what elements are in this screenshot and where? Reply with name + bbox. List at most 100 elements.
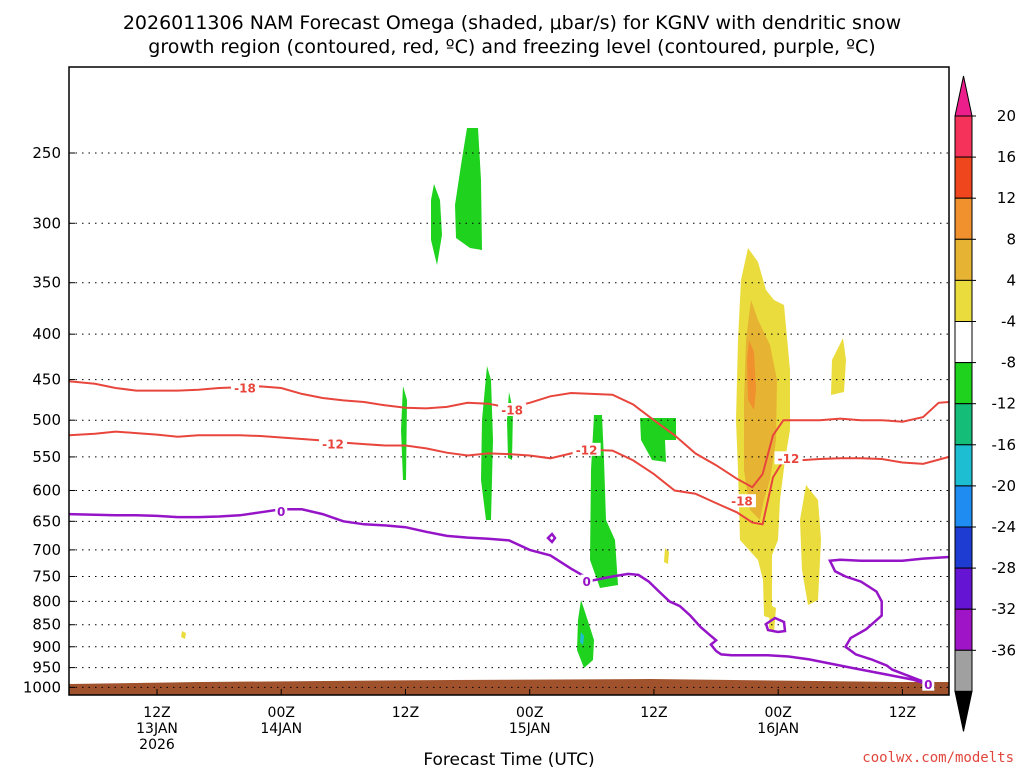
omega-area-orange <box>747 340 756 410</box>
colorbar-swatch <box>954 321 973 364</box>
colorbar-label: -4 <box>1001 313 1016 331</box>
x-tick-label: 12Z <box>889 705 916 721</box>
colorbar-swatch <box>954 403 973 446</box>
omega-area-yellow <box>664 548 669 564</box>
y-tick-label: 850 <box>32 616 61 634</box>
credit-text: coolwx.com/modelts <box>862 750 1014 766</box>
contour-label: -18 <box>234 382 256 396</box>
colorbar-label: -8 <box>1001 354 1016 372</box>
y-tick-label: 350 <box>32 274 61 292</box>
x-tick-label: 12Z <box>143 705 170 721</box>
y-tick-label: 950 <box>32 659 61 677</box>
colorbar-label: -16 <box>992 436 1017 454</box>
x-tick-label: 12Z <box>392 705 419 721</box>
y-tick-label: 600 <box>32 481 61 499</box>
y-tick-label: 800 <box>32 592 61 610</box>
chart-title-line1: 2026011306 NAM Forecast Omega (shaded, μ… <box>123 12 901 34</box>
contour-label-halo <box>727 494 756 508</box>
contour-label: 0 <box>924 678 932 692</box>
x-tick-label: 15JAN <box>509 721 551 737</box>
minus18c-contour-line <box>68 380 950 489</box>
omega-area-green <box>431 184 442 265</box>
x-tick-label: 2026 <box>139 737 175 753</box>
freezing-level-contour-line-east <box>827 555 950 686</box>
colorbar-label: -20 <box>992 477 1017 495</box>
colorbar-swatch <box>954 279 973 322</box>
y-tick-label: 450 <box>32 371 61 389</box>
contour-labels: -18 -18 -18 -12 -12 -12 0 0 0 <box>231 381 935 692</box>
y-tick-label: 400 <box>32 325 61 343</box>
x-tick-label: 12Z <box>640 705 667 721</box>
omega-area-blue <box>580 632 584 645</box>
y-tick-label: 250 <box>32 144 61 162</box>
y-tick-label: 1000 <box>23 678 61 696</box>
colorbar-bottom-arrow <box>954 690 973 732</box>
omega-colorbar: 20 16 12 8 4 -4 -8 -12 -16 -20 -24 -28 -32 -36 <box>954 75 1017 732</box>
contour-label: -18 <box>731 495 753 509</box>
colorbar-swatch <box>954 197 973 240</box>
colorbar-swatch <box>954 115 973 158</box>
contour-label: 0 <box>582 575 590 589</box>
colorbar-swatch <box>954 444 973 487</box>
colorbar-swatch <box>954 362 973 405</box>
y-tick-label: 500 <box>32 411 61 429</box>
colorbar-swatch <box>954 567 973 610</box>
contour-label: -12 <box>576 443 598 457</box>
omega-area-green <box>577 600 594 668</box>
x-tick-label: 00Z <box>764 705 791 721</box>
contour-label: -18 <box>501 404 523 418</box>
colorbar-label: -28 <box>992 559 1017 577</box>
colorbar-swatch <box>954 485 973 528</box>
y-tick-label: 900 <box>32 638 61 656</box>
colorbar-label: 12 <box>997 189 1016 207</box>
colorbar-label: 4 <box>1006 271 1016 289</box>
x-tick-label: 00Z <box>268 705 295 721</box>
colorbar-label: 20 <box>997 107 1016 125</box>
y-axis-ticks: 250 300 350 400 450 500 550 600 650 700 750 800 850 9… <box>23 144 75 696</box>
y-tick-label: 650 <box>32 512 61 530</box>
omega-area-yellow <box>800 485 821 605</box>
omega-area-green <box>401 386 407 480</box>
x-tick-label: 16JAN <box>757 721 799 737</box>
omega-area-green <box>455 128 482 250</box>
y-tick-label: 550 <box>32 448 61 466</box>
contour-label-halo <box>580 574 593 588</box>
colorbar-label: -24 <box>992 518 1017 536</box>
colorbar-label: -32 <box>992 600 1017 618</box>
colorbar-swatch <box>954 526 973 569</box>
contour-label: 0 <box>277 505 285 519</box>
freezing-level-closed-loop <box>546 532 557 544</box>
colorbar-swatch <box>954 608 973 651</box>
contour-label-halo <box>319 437 347 451</box>
colorbar-label: 16 <box>997 148 1016 166</box>
colorbar-swatch <box>954 156 973 199</box>
x-axis-label: Forecast Time (UTC) <box>423 750 594 768</box>
x-tick-label: 00Z <box>516 705 543 721</box>
y-tick-label: 700 <box>32 541 61 559</box>
contour-label: -12 <box>778 452 800 466</box>
colorbar-label: -12 <box>992 395 1017 413</box>
colorbar-top-arrow <box>954 75 973 117</box>
contour-label-halo <box>922 677 935 691</box>
plot-frame <box>68 66 950 696</box>
contour-label: -12 <box>322 438 344 452</box>
terrain-ground <box>69 679 949 695</box>
colorbar-swatch <box>954 238 973 281</box>
x-tick-label: 14JAN <box>260 721 302 737</box>
contour-label-halo <box>774 451 803 465</box>
contour-label-halo <box>231 381 259 395</box>
chart-title-line2: growth region (contoured, red, ºC) and f… <box>148 36 875 58</box>
contour-label-halo <box>572 442 601 456</box>
contour-label-halo <box>275 504 288 518</box>
x-tick-label: 13JAN <box>136 721 178 737</box>
colorbar-label: 8 <box>1006 230 1016 248</box>
freezing-level-closed-loop <box>764 616 787 634</box>
omega-area-green <box>590 415 618 588</box>
contour-label-halo <box>498 403 527 417</box>
colorbar-swatch <box>954 649 973 692</box>
y-tick-label: 300 <box>32 214 61 232</box>
y-tick-label: 750 <box>32 567 61 585</box>
plot-area-background <box>69 67 949 695</box>
